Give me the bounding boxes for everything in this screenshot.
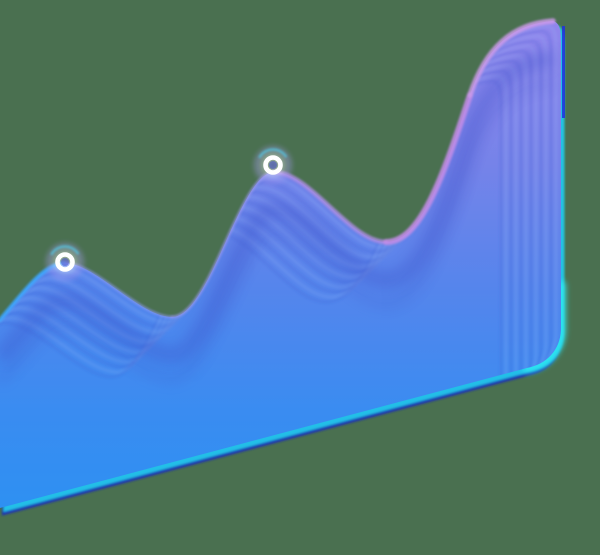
inner-shadow-band	[0, 50, 554, 365]
edge-stroke-rise-lower	[383, 92, 473, 245]
marker-hole	[269, 161, 277, 169]
marker-ring	[263, 155, 283, 175]
striation-line	[0, 34, 548, 508]
wave-area	[0, 21, 561, 508]
marker-halo-cyan-arc	[48, 245, 82, 279]
striation-line	[0, 24, 558, 508]
marker-halo-cyan-arc	[256, 148, 290, 182]
marker-ring	[55, 252, 75, 272]
inner-shadow-band-2	[0, 78, 554, 386]
striation-line	[0, 29, 553, 508]
data-point-marker-1[interactable]	[46, 243, 84, 281]
marker-hole	[61, 258, 69, 266]
edge-stroke-rise-upper	[467, 18, 556, 98]
data-point-marker-2[interactable]	[254, 146, 292, 184]
wave-inner-texture	[0, 24, 558, 508]
